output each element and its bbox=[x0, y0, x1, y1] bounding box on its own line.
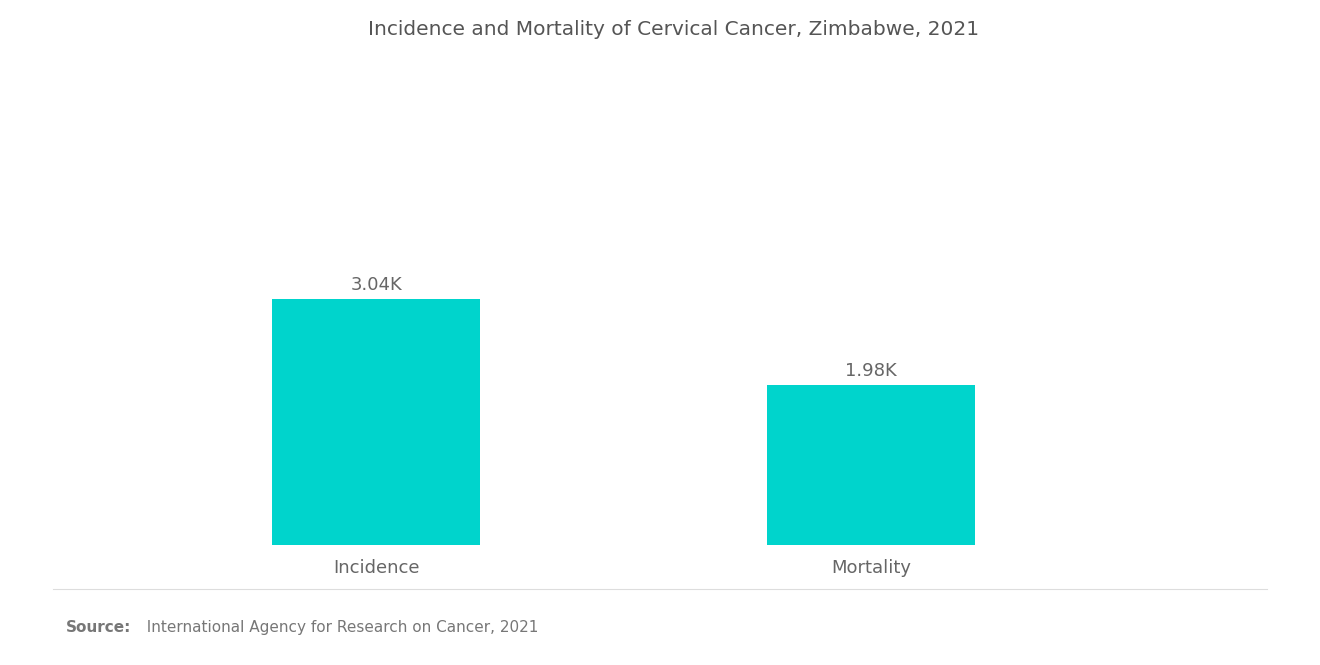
Text: International Agency for Research on Cancer, 2021: International Agency for Research on Can… bbox=[137, 620, 539, 635]
Text: 1.98K: 1.98K bbox=[845, 362, 898, 380]
Text: 3.04K: 3.04K bbox=[350, 277, 403, 295]
Text: Source:: Source: bbox=[66, 620, 132, 635]
Title: Incidence and Mortality of Cervical Cancer, Zimbabwe, 2021: Incidence and Mortality of Cervical Canc… bbox=[368, 20, 978, 39]
Bar bbox=[767, 385, 975, 545]
Bar bbox=[272, 299, 480, 545]
